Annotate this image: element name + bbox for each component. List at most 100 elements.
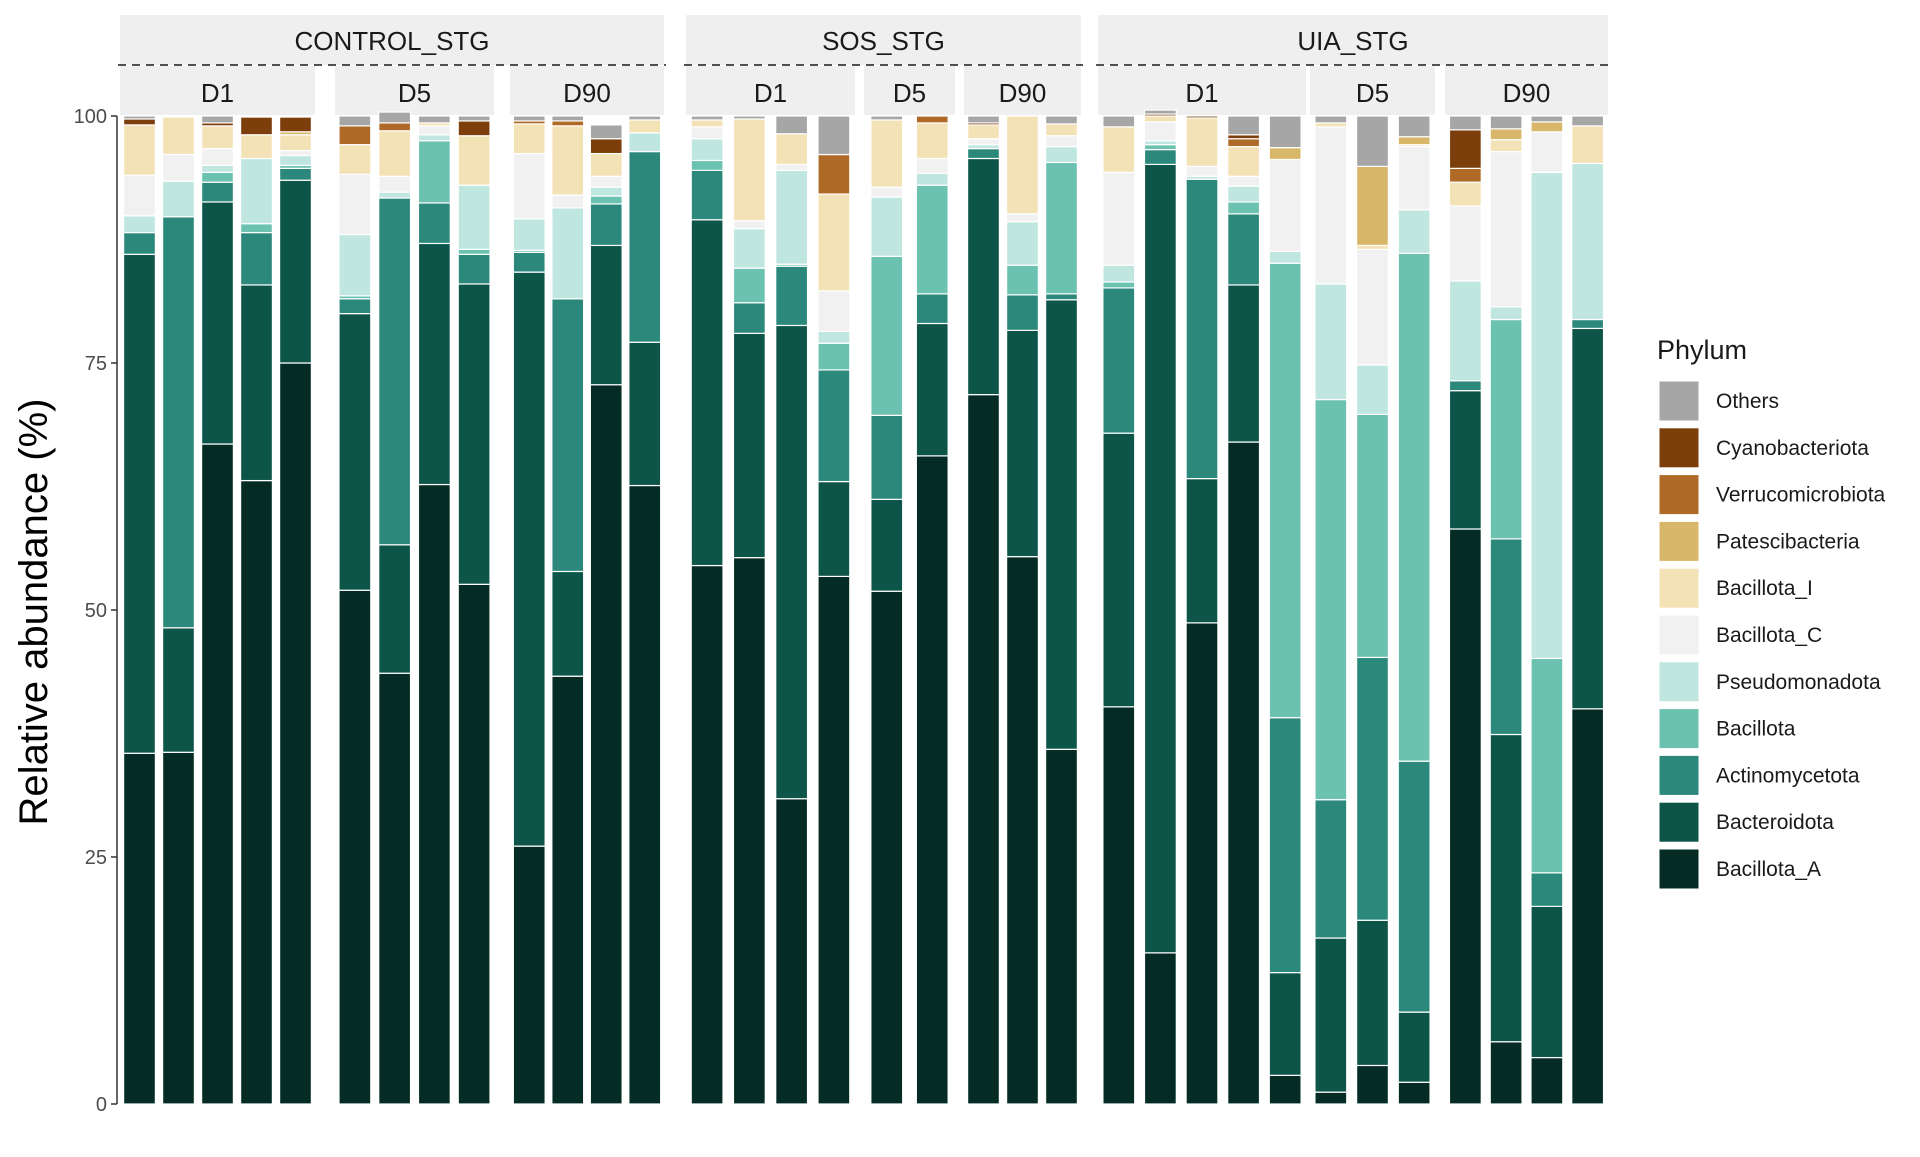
bar-segment bbox=[1143, 144, 1177, 151]
bar-segment bbox=[338, 173, 372, 236]
bar-segment bbox=[1530, 171, 1564, 660]
bar-segment bbox=[1489, 306, 1523, 321]
bar-segment bbox=[1314, 283, 1348, 401]
bar-stack bbox=[338, 115, 372, 1105]
bar-segment bbox=[1227, 185, 1261, 203]
bar-segment bbox=[1227, 441, 1261, 1105]
bar-segment bbox=[1448, 205, 1482, 282]
bar-segment bbox=[201, 125, 235, 150]
bar-segment bbox=[589, 138, 623, 155]
bar-segment bbox=[1397, 136, 1431, 146]
bar-stack bbox=[201, 115, 235, 1105]
bar-segment bbox=[378, 197, 412, 546]
bar-stack bbox=[1102, 115, 1136, 1105]
bar-segment bbox=[1355, 413, 1389, 659]
panel-strip-bg bbox=[1098, 66, 1306, 115]
legend-label: Actinomycetota bbox=[1716, 764, 1860, 787]
bar-segment bbox=[817, 330, 851, 344]
legend-swatch bbox=[1658, 567, 1700, 609]
legend-swatch bbox=[1658, 754, 1700, 796]
bar-segment bbox=[817, 342, 851, 371]
bar-segment bbox=[1355, 1064, 1389, 1105]
bar-stack bbox=[240, 115, 274, 1105]
bar-segment bbox=[122, 124, 156, 176]
bar-segment bbox=[1268, 1074, 1302, 1105]
bar-segment bbox=[1185, 117, 1219, 167]
bar-segment bbox=[1448, 129, 1482, 169]
bar-segment bbox=[589, 203, 623, 247]
bar-segment bbox=[201, 201, 235, 445]
bar-segment bbox=[1314, 398, 1348, 801]
bar-segment bbox=[338, 144, 372, 175]
bar-segment bbox=[240, 116, 274, 136]
bar-stack bbox=[1185, 115, 1219, 1105]
bar-stack bbox=[1268, 115, 1302, 1105]
bar-segment bbox=[279, 149, 313, 157]
bar-segment bbox=[1448, 181, 1482, 207]
bar-segment bbox=[1489, 1041, 1523, 1105]
bar-segment bbox=[1355, 919, 1389, 1067]
bar-segment bbox=[551, 115, 585, 122]
bar-segment bbox=[817, 115, 851, 156]
bar-segment bbox=[690, 169, 724, 221]
bar-segment bbox=[966, 394, 1000, 1105]
bar-segment bbox=[1227, 201, 1261, 215]
bar-segment bbox=[1227, 175, 1261, 187]
bar-segment bbox=[551, 207, 585, 300]
bar-segment bbox=[1102, 432, 1136, 708]
bar-segment bbox=[775, 169, 809, 265]
panel-strip-bg bbox=[686, 66, 855, 115]
bar-segment bbox=[1268, 262, 1302, 719]
legend-swatch bbox=[1658, 801, 1700, 843]
bar-segment bbox=[1102, 171, 1136, 266]
group-strip-label: UIA_STG bbox=[1297, 26, 1408, 56]
bar-segment bbox=[1489, 115, 1523, 130]
bar-segment bbox=[417, 242, 451, 486]
bar-segment bbox=[1530, 905, 1564, 1059]
legend-label: Pseudomonadota bbox=[1716, 671, 1881, 694]
bar-segment bbox=[1143, 148, 1177, 166]
bar-segment bbox=[1102, 287, 1136, 434]
bar-segment bbox=[1044, 748, 1078, 1105]
bar-segment bbox=[162, 115, 196, 118]
bar-segment bbox=[1143, 109, 1177, 115]
bar-segment bbox=[732, 557, 766, 1105]
bar-segment bbox=[732, 267, 766, 304]
bar-segment bbox=[1005, 221, 1039, 266]
bar-segment bbox=[1530, 872, 1564, 907]
bar-segment bbox=[1448, 528, 1482, 1105]
bar-segment bbox=[417, 115, 451, 124]
bar-segment bbox=[240, 479, 274, 1105]
bar-segment bbox=[417, 483, 451, 1105]
bar-segment bbox=[279, 154, 313, 167]
legend-item: Bacillota_A bbox=[1658, 848, 1821, 890]
bar-segment bbox=[775, 163, 809, 171]
bar-stack bbox=[628, 115, 662, 1105]
bar-segment bbox=[817, 369, 851, 483]
bar-segment bbox=[1397, 1081, 1431, 1105]
panel-strip-label: D90 bbox=[999, 78, 1047, 108]
bar-segment bbox=[162, 180, 196, 218]
bar-stack bbox=[551, 115, 585, 1105]
bar-stack bbox=[378, 111, 412, 1105]
bar-segment bbox=[240, 157, 274, 225]
bar-segment bbox=[457, 115, 491, 122]
bar-segment bbox=[201, 171, 235, 183]
bar-segment bbox=[1489, 150, 1523, 308]
bar-stack bbox=[1314, 115, 1348, 1105]
bar-segment bbox=[1355, 656, 1389, 921]
bar-segment bbox=[1044, 161, 1078, 295]
bar-segment bbox=[551, 194, 585, 209]
bar-stack bbox=[417, 115, 451, 1105]
bar-segment bbox=[1044, 135, 1078, 148]
bar-segment bbox=[512, 845, 546, 1105]
bar-segment bbox=[512, 251, 546, 273]
bar-segment bbox=[279, 134, 313, 152]
legend-item: Pseudomonadota bbox=[1658, 661, 1881, 703]
legend-label: Bacillota bbox=[1716, 718, 1796, 741]
bar-segment bbox=[775, 798, 809, 1105]
bar-segment bbox=[690, 119, 724, 128]
bar-layer bbox=[120, 109, 1608, 1105]
bar-segment bbox=[732, 115, 766, 120]
bar-segment bbox=[122, 215, 156, 234]
